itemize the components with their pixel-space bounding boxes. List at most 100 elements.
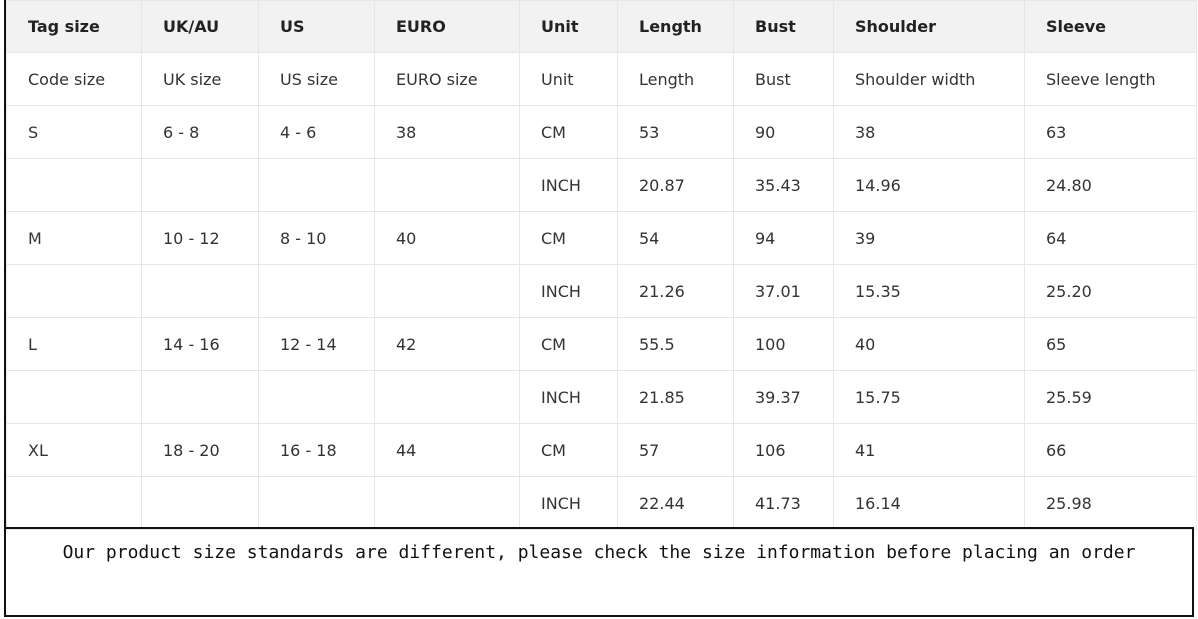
table-cell: CM (519, 423, 618, 477)
table-cell (258, 370, 375, 424)
table-cell: 6 - 8 (141, 105, 259, 159)
column-header: Shoulder (833, 0, 1025, 53)
table-cell (141, 476, 259, 530)
table-cell: 16.14 (833, 476, 1025, 530)
table-cell (258, 476, 375, 530)
table-cell: INCH (519, 476, 618, 530)
table-cell: 57 (617, 423, 734, 477)
table-cell: US size (258, 52, 375, 106)
column-header: Unit (519, 0, 618, 53)
table-cell (6, 264, 142, 318)
table-cell: 40 (374, 211, 520, 265)
table-cell: 65 (1024, 317, 1197, 371)
table-cell: 10 - 12 (141, 211, 259, 265)
table-cell (141, 158, 259, 212)
table-cell: XL (6, 423, 142, 477)
table-row: INCH 21.26 37.01 15.35 25.20 (6, 264, 1197, 318)
column-header: Tag size (6, 0, 142, 53)
table-cell: M (6, 211, 142, 265)
table-cell (374, 158, 520, 212)
table-cell (374, 264, 520, 318)
table-cell: 38 (374, 105, 520, 159)
table-cell: 15.35 (833, 264, 1025, 318)
size-table: Tag size UK/AU US EURO Unit Length Bust Shoulde… (6, 0, 1197, 530)
table-cell: Length (617, 52, 734, 106)
table-cell: 35.43 (733, 158, 834, 212)
table-cell (6, 370, 142, 424)
table-cell: Sleeve length (1024, 52, 1197, 106)
table-cell: Shoulder width (833, 52, 1025, 106)
table-cell: 53 (617, 105, 734, 159)
column-header: Length (617, 0, 734, 53)
table-cell: CM (519, 105, 618, 159)
table-cell: INCH (519, 264, 618, 318)
size-chart: Tag size UK/AU US EURO Unit Length Bust Shoulde… (4, 0, 1198, 617)
column-header: US (258, 0, 375, 53)
table-cell: 40 (833, 317, 1025, 371)
table-cell: INCH (519, 158, 618, 212)
table-cell: 16 - 18 (258, 423, 375, 477)
table-cell: 22.44 (617, 476, 734, 530)
table-cell: 4 - 6 (258, 105, 375, 159)
table-cell: CM (519, 317, 618, 371)
table-cell: 94 (733, 211, 834, 265)
table-cell: 39.37 (733, 370, 834, 424)
table-cell: 8 - 10 (258, 211, 375, 265)
table-cell: 21.85 (617, 370, 734, 424)
table-cell: 21.26 (617, 264, 734, 318)
table-cell: CM (519, 211, 618, 265)
table-cell (258, 264, 375, 318)
table-cell: S (6, 105, 142, 159)
table-cell (258, 158, 375, 212)
table-cell: 39 (833, 211, 1025, 265)
table-cell: 14 - 16 (141, 317, 259, 371)
table-row: INCH 21.85 39.37 15.75 25.59 (6, 370, 1197, 424)
table-cell: 90 (733, 105, 834, 159)
table-cell: 25.20 (1024, 264, 1197, 318)
table-cell: 64 (1024, 211, 1197, 265)
column-header: Sleeve (1024, 0, 1197, 53)
table-cell: 25.59 (1024, 370, 1197, 424)
table-cell: 37.01 (733, 264, 834, 318)
table-cell: 106 (733, 423, 834, 477)
table-cell: 100 (733, 317, 834, 371)
table-row: M 10 - 12 8 - 10 40 CM 54 94 39 64 (6, 211, 1197, 265)
table-cell: 44 (374, 423, 520, 477)
table-row: Code size UK size US size EURO size Unit Leng… (6, 52, 1197, 106)
table-cell (374, 476, 520, 530)
table-row: L 14 - 16 12 - 14 42 CM 55.5 100 40 65 (6, 317, 1197, 371)
table-cell: 55.5 (617, 317, 734, 371)
table-cell: 63 (1024, 105, 1197, 159)
table-cell: 41 (833, 423, 1025, 477)
table-cell: Bust (733, 52, 834, 106)
table-cell (374, 370, 520, 424)
table-cell: EURO size (374, 52, 520, 106)
table-cell: 20.87 (617, 158, 734, 212)
table-cell: Code size (6, 52, 142, 106)
table-cell: Unit (519, 52, 618, 106)
table-cell: 42 (374, 317, 520, 371)
table-cell: 18 - 20 (141, 423, 259, 477)
size-notice: Our product size standards are different… (6, 527, 1194, 617)
table-cell: 15.75 (833, 370, 1025, 424)
table-row: XL 18 - 20 16 - 18 44 CM 57 106 41 66 (6, 423, 1197, 477)
table-row: INCH 20.87 35.43 14.96 24.80 (6, 158, 1197, 212)
column-header: Bust (733, 0, 834, 53)
column-header: UK/AU (141, 0, 259, 53)
table-cell: 14.96 (833, 158, 1025, 212)
table-cell: 12 - 14 (258, 317, 375, 371)
table-cell: UK size (141, 52, 259, 106)
table-cell: 54 (617, 211, 734, 265)
table-cell: 66 (1024, 423, 1197, 477)
table-cell: 41.73 (733, 476, 834, 530)
table-row: INCH 22.44 41.73 16.14 25.98 (6, 476, 1197, 530)
header-row: Tag size UK/AU US EURO Unit Length Bust Shoulde… (6, 0, 1197, 53)
table-cell: 38 (833, 105, 1025, 159)
table-cell (6, 476, 142, 530)
table-cell (141, 370, 259, 424)
table-cell: INCH (519, 370, 618, 424)
table-cell: L (6, 317, 142, 371)
table-cell (6, 158, 142, 212)
column-header: EURO (374, 0, 520, 53)
